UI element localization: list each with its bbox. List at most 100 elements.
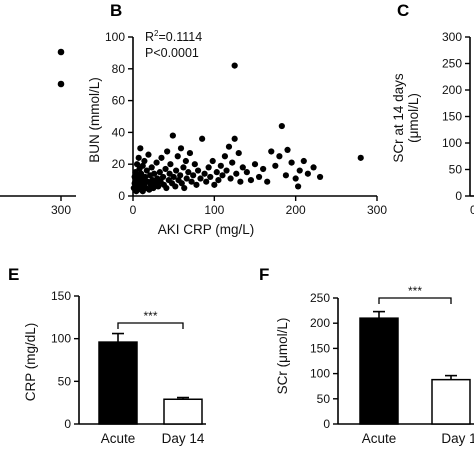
panel-b-point (185, 169, 192, 176)
panel-f-sig-stars: *** (408, 284, 422, 298)
panel-b-point (190, 172, 197, 179)
panel-f-significance: *** (378, 284, 452, 304)
panel-f-letter: F (259, 265, 269, 284)
panel-b-point (159, 173, 167, 181)
panel-b-point (163, 184, 170, 192)
panel-b-point (292, 175, 299, 182)
panel-b-point (278, 122, 285, 130)
panel-b-point (221, 153, 229, 160)
panel-b-point (304, 170, 311, 177)
panel-b-point (282, 172, 290, 179)
panel-b-x-label: AKI CRP (mg/L) (158, 222, 255, 237)
panel-b-point (229, 159, 236, 166)
panel-f-y-tick-label: 0 (323, 417, 330, 431)
panel-a-points (57, 48, 65, 88)
panel-e-ticks: 0 50 100 150 Acute Day 14 (51, 289, 205, 446)
panel-c-y-tick-label: 0 (455, 189, 462, 203)
panel-f-y-tick-label: 250 (310, 291, 330, 305)
panel-b-point (239, 164, 246, 171)
panel-b-p-value: P<0.0001 (145, 46, 199, 60)
panel-e-sig-bracket (117, 322, 184, 329)
panel-f-ticks: 0 50 100 150 200 250 Acute Day 1 (310, 291, 474, 446)
panel-b-point (203, 178, 210, 185)
panel-b-point (156, 169, 163, 176)
panel-e-sig-stars: *** (143, 309, 157, 323)
panel-b-y-tick-label: 80 (112, 62, 126, 76)
panel-b-y-tick-label: 20 (112, 157, 126, 171)
panel-f-bar (431, 378, 471, 425)
panel-b-r2-symbol: R (145, 30, 154, 44)
panel-b-point (217, 162, 224, 169)
panel-b-point (211, 181, 218, 188)
panel-b-y-tick-label: 0 (118, 189, 125, 203)
panel-b-point (357, 154, 364, 161)
panel-e-significance: *** (117, 309, 184, 329)
panel-b-point (235, 149, 242, 157)
panel-b-r2: R2=0.1114 (145, 29, 202, 44)
panel-b-point (199, 135, 206, 142)
panel-b-point (143, 167, 150, 174)
panel-f-x-tick-label: Day 1 (441, 431, 474, 446)
panel-b-y-tick-label: 40 (112, 125, 126, 139)
panel-e: E 0 50 100 150 Acute Day 14 *** CRP (mg/dL) (8, 265, 206, 446)
panel-b-point (201, 170, 208, 177)
panel-b-point (142, 173, 149, 181)
panel-b-point (207, 173, 214, 181)
panel-b-point (191, 161, 198, 168)
panel-b-point (223, 167, 230, 174)
panel-b-point (300, 157, 307, 165)
panel-f-bars (359, 310, 471, 425)
panel-b-point (227, 175, 234, 182)
panel-b-point (215, 177, 222, 184)
panel-f: F 0 50 100 150 200 250 Acute Day 1 *** SCr (μmo… (259, 265, 474, 446)
panel-b-points (130, 62, 364, 195)
panel-b-point (180, 164, 187, 171)
panel-b-point (172, 183, 179, 190)
panel-b-point (219, 172, 226, 179)
panel-b-ticks: 0 100 200 300 0 20 40 60 80 100 (105, 30, 387, 217)
panel-b-point (209, 157, 216, 165)
panel-e-bars (98, 332, 203, 425)
panel-e-x-tick-label: Day 14 (162, 431, 205, 446)
panel-a-point (57, 80, 65, 88)
panel-b-point (148, 164, 155, 171)
panel-b-y-tick-label: 60 (112, 94, 126, 108)
panel-b-x-tick-label: 300 (367, 203, 387, 217)
panel-c-ticks: 0 50 100 150 200 250 300 0 (442, 30, 474, 217)
panel-b-x-tick-label: 0 (130, 203, 137, 217)
panel-b-point (213, 169, 220, 176)
panel-e-letter: E (8, 265, 19, 284)
panel-b-letter: B (110, 1, 122, 20)
panel-b-r2-value: =0.1114 (158, 30, 202, 44)
panel-b-point (170, 173, 177, 181)
panel-c-y-label-line2: (μmol/L) (406, 93, 421, 143)
panel-e-y-label: CRP (mg/dL) (23, 323, 38, 402)
panel-b-point (193, 181, 200, 188)
panel-b-point (231, 62, 238, 69)
panel-b-point (173, 167, 180, 174)
panel-f-y-tick-label: 200 (310, 316, 330, 330)
panel-b-point (225, 143, 233, 150)
panel-b-point (284, 146, 291, 153)
panel-b-y-label: BUN (mmol/L) (87, 77, 102, 163)
panel-f-y-tick-label: 50 (317, 392, 331, 406)
panel-b-point (272, 162, 279, 169)
panel-b-point (183, 175, 190, 182)
panel-c-axes (469, 37, 474, 197)
panel-c-letter: C (397, 1, 409, 20)
panel-b-point (276, 153, 283, 160)
panel-b-point (296, 167, 303, 174)
panel-f-sig-bracket (378, 297, 452, 304)
panel-b-r2-sup: 2 (154, 29, 159, 38)
panel-e-bar (163, 398, 203, 425)
panel-b-point (247, 177, 255, 184)
panel-b-point (153, 159, 160, 166)
panel-c-y-tick-label: 250 (442, 57, 462, 71)
panel-b-point (194, 167, 202, 174)
panel-b-point (178, 180, 185, 187)
panel-e-y-tick-label: 0 (64, 417, 71, 431)
panel-b-point (167, 161, 174, 168)
panel-b-point (316, 173, 324, 181)
